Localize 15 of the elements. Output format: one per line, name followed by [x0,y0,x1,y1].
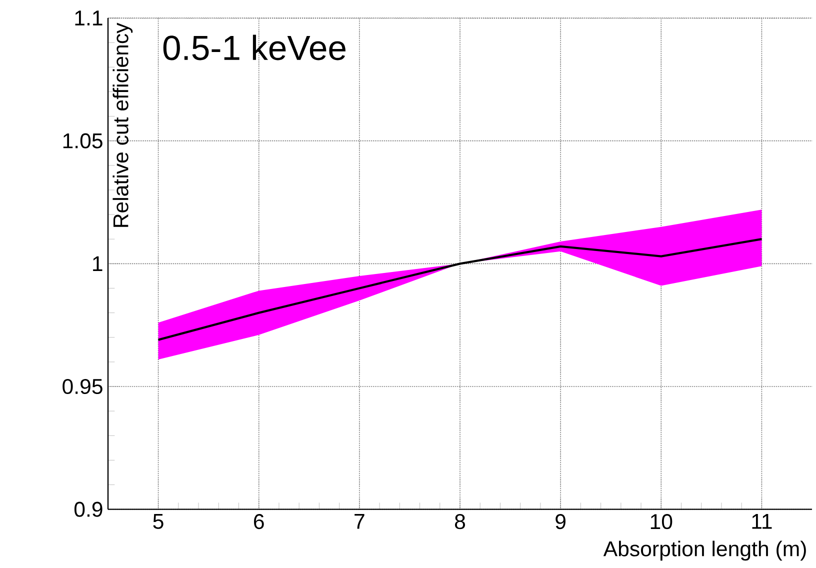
y-tick-label: 1.05 [63,133,102,148]
x-tick-label: 7 [354,514,364,529]
x-tick-label: 9 [556,514,566,530]
x-tick-label: 6 [254,514,264,530]
y-tick-label: 1 [93,256,102,272]
x-tick-label: 5 [153,514,164,529]
y-axis-title: Relative cut efficiency [112,22,133,227]
annotation: 0.5-1 keVee [163,34,346,60]
x-tick-label: 8 [454,514,466,530]
x-tick-label: 10 [650,514,672,530]
x-tick-label: 11 [752,514,772,529]
y-tick-label: 1.1 [75,10,102,26]
y-tick-label: 0.9 [74,502,102,517]
y-tick-label: 0.95 [62,378,102,394]
x-axis-title: Absorption length (m) [603,540,806,561]
